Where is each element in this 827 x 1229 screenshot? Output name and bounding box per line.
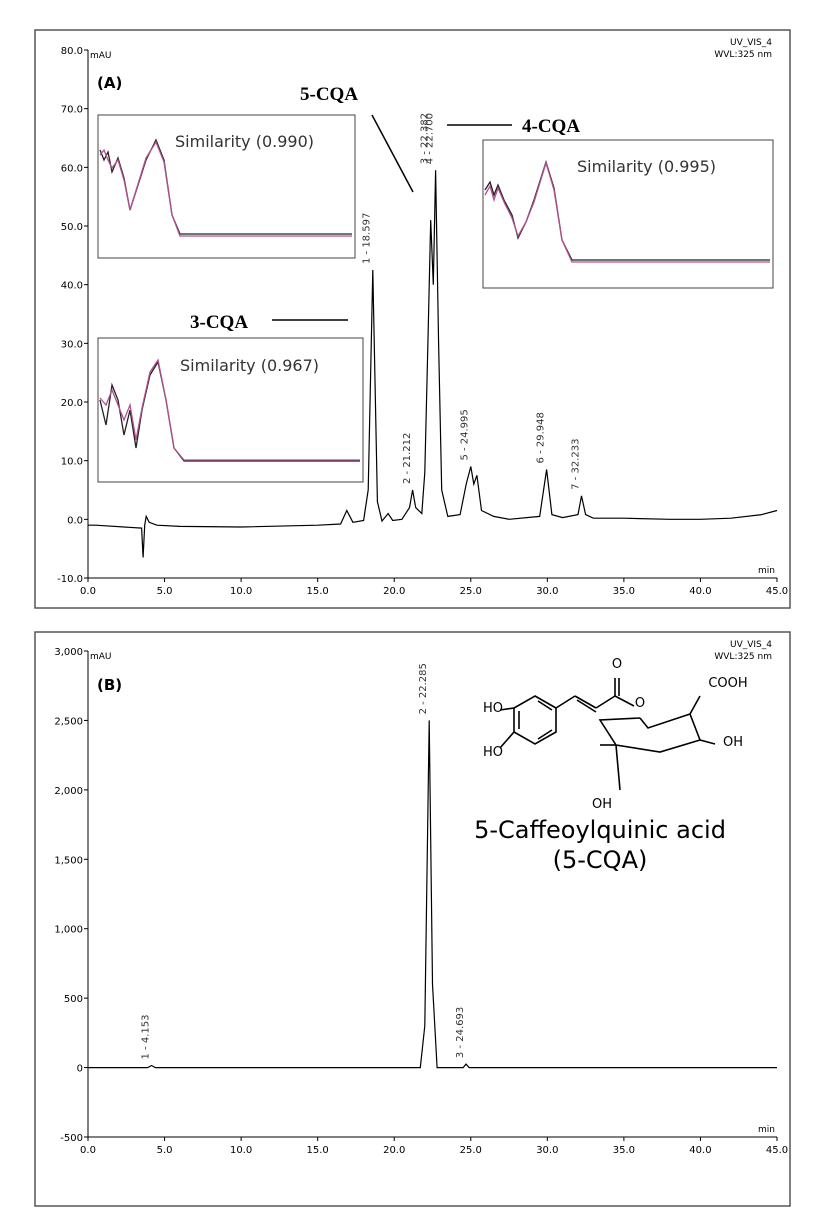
y-axis-label: mAU [90,652,112,662]
y-tick-label: 1,000 [54,925,83,936]
x-tick-label: 10.0 [230,1145,252,1156]
inset-spectrum [97,114,356,259]
x-tick-label: 30.0 [536,1145,558,1156]
inset-spectrum [482,139,774,289]
y-tick-label: 2,500 [54,716,83,727]
leader-line [371,114,414,193]
x-tick-label: 20.0 [383,1145,405,1156]
y-tick-label: -500 [60,1133,83,1144]
panel-frame [34,631,791,1207]
y-tick-label: 40.0 [61,281,83,292]
inset-spectrum [97,337,364,483]
x-tick-label: 40.0 [689,586,711,597]
peak-label: 2 - 22.285 [418,663,429,714]
x-tick-label: 25.0 [460,586,482,597]
panel-label: (A) [97,74,122,92]
y-tick-label: 0 [77,1064,83,1075]
x-tick-label: 25.0 [460,1145,482,1156]
x-tick-label: 10.0 [230,586,252,597]
structure-label: OH [723,735,743,750]
peak-label: 2 - 21.212 [402,433,413,484]
annotation: 4-CQA [522,116,580,137]
structure-label: O [612,657,622,672]
structure-label: HO [483,701,503,716]
y-tick-label: 500 [64,994,83,1005]
y-tick-label: 2,000 [54,786,83,797]
x-tick-label: 35.0 [613,586,635,597]
x-tick-label: 15.0 [307,586,329,597]
x-tick-label: 20.0 [383,586,405,597]
detector-label: UV_VIS_4 [730,38,772,48]
peak-label: 1 - 18.597 [362,213,373,264]
x-tick-label: 5.0 [157,1145,173,1156]
y-tick-label: 10.0 [61,457,83,468]
peak-label: 3 - 24.693 [455,1007,466,1058]
chromatogram-trace [88,170,778,558]
compound-name: 5-Caffeoylquinic acid [474,816,726,844]
structure-label: O [635,696,645,711]
panel-frame [34,29,791,609]
wavelength-label: WVL:325 nm [714,652,772,662]
x-tick-label: 5.0 [157,586,173,597]
annotation: 5-CQA [300,84,358,105]
x-tick-label: 35.0 [613,1145,635,1156]
structure-label: OH [592,797,612,812]
x-tick-label: 15.0 [307,1145,329,1156]
chromatogram-trace [88,720,777,1069]
structure-label: HO [483,745,503,760]
y-tick-label: 3,000 [54,647,83,658]
x-tick-label: 45.0 [766,586,788,597]
y-tick-label: 1,500 [54,855,83,866]
peak-label: 3 - 22.382 [420,113,431,164]
peak-label: 6 - 29.948 [536,412,547,463]
x-tick-label: 0.0 [80,586,96,597]
similarity-label: Similarity (0.995) [577,157,716,176]
panel-label: (B) [97,676,122,694]
y-tick-label: 20.0 [61,398,83,409]
y-tick-label: -10.0 [57,574,83,585]
y-tick-label: 70.0 [61,105,83,116]
structure-label: COOH [708,676,747,691]
wavelength-label: WVL:325 nm [714,50,772,60]
detector-label: UV_VIS_4 [730,640,772,650]
peak-label: 7 - 32.233 [571,439,582,490]
y-tick-label: 50.0 [61,222,83,233]
y-axis-label: mAU [90,51,112,61]
compound-abbr: (5-CQA) [553,846,648,874]
x-tick-label: 40.0 [689,1145,711,1156]
peak-label: 5 - 24.995 [460,409,471,460]
y-tick-label: 30.0 [61,339,83,350]
y-tick-label: 80.0 [61,46,83,57]
similarity-label: Similarity (0.967) [180,356,319,375]
y-tick-label: 0.0 [67,515,83,526]
x-axis-label: min [758,566,775,576]
y-tick-label: 60.0 [61,163,83,174]
peak-label: 4 - 22.700 [425,113,436,164]
similarity-label: Similarity (0.990) [175,132,314,151]
x-tick-label: 30.0 [536,586,558,597]
structure [499,678,716,791]
x-tick-label: 45.0 [766,1145,788,1156]
annotation: 3-CQA [190,312,248,333]
x-tick-label: 0.0 [80,1145,96,1156]
peak-label: 1 - 4.153 [141,1015,152,1060]
x-axis-label: min [758,1125,775,1135]
